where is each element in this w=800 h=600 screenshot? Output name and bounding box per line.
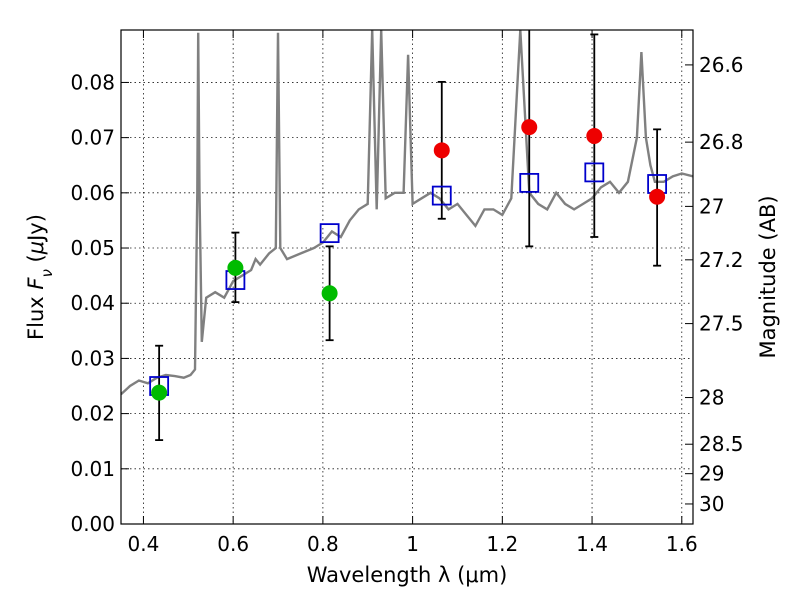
y-tick-label: 0.08 (70, 70, 115, 94)
y-tick-label: 0.06 (70, 181, 115, 205)
y2-tick-label: 28.5 (699, 432, 744, 456)
model-spectrum (121, 30, 693, 396)
y-axis-label-part: ν (38, 269, 56, 277)
y-axis-label: Flux Fν (μJy) (24, 214, 56, 340)
y-tick-label: 0.07 (70, 126, 115, 150)
y-tick-label: 0.05 (70, 236, 115, 260)
x-tick-label: 1.4 (576, 532, 608, 556)
model-square-marker (319, 223, 340, 244)
x-tick-label: 0.4 (128, 532, 160, 556)
photometry-markers (149, 119, 668, 401)
photometry-point (649, 188, 666, 205)
x-tick-label: 1.2 (486, 532, 518, 556)
y2-tick-label: 27 (699, 194, 724, 218)
x-tick-label: 1.6 (666, 532, 698, 556)
x-tick-label: 0.6 (217, 532, 249, 556)
spectrum-line (121, 30, 693, 396)
photometry-point (151, 384, 168, 401)
y2-tick-label: 27.2 (699, 248, 744, 272)
photometry-point (227, 259, 244, 276)
x-axis-label: Wavelength λ (μm) (307, 563, 508, 587)
axis-ticks: 0.4 0.6 0.8 1 1.2 1.4 1.6 0.00 0.01 0.02 0.03 0.04 0… (70, 30, 744, 556)
y-tick-label: 0.00 (70, 512, 115, 536)
model-square-marker (584, 162, 605, 183)
y2-tick-label: 27.5 (699, 312, 744, 336)
y-axis-label-part: F (24, 277, 48, 290)
y-tick-label: 0.01 (70, 457, 115, 481)
model-square-marker (519, 172, 540, 193)
y-axis-label-part: Flux (24, 290, 48, 340)
plot-frame (120, 29, 694, 525)
y-axis-label-part: Jy) (24, 214, 48, 243)
photometry-point (433, 142, 450, 159)
y-tick-label: 0.03 (70, 346, 115, 370)
photometry-point (521, 119, 538, 136)
photometry-point (586, 127, 603, 144)
y2-tick-label: 30 (699, 492, 724, 516)
y2-tick-label: 26.6 (699, 53, 744, 77)
y2-tick-label: 29 (699, 462, 724, 486)
y2-tick-label: 26.8 (699, 130, 744, 154)
y-tick-label: 0.02 (70, 402, 115, 426)
y2-tick-label: 28 (699, 386, 724, 410)
x-tick-label: 0.8 (307, 532, 339, 556)
y-axis-label-part: μ (24, 241, 48, 255)
x-tick-label: 1 (406, 532, 419, 556)
model-square-marker (431, 185, 452, 206)
right-axis-label: Magnitude (AB) (756, 195, 780, 358)
y-axis-label-part: ( (24, 254, 48, 269)
y-tick-label: 0.04 (70, 291, 115, 315)
photometry-point (321, 285, 338, 302)
